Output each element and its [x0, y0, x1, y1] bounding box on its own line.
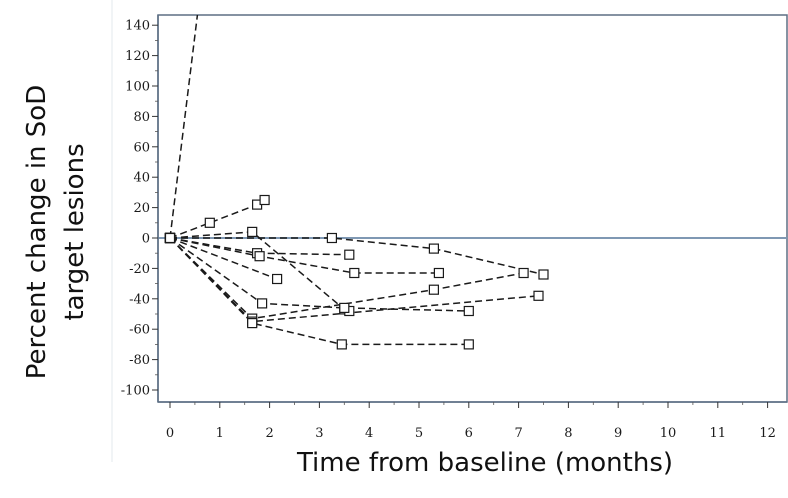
x-tick-label-9: 9: [614, 426, 622, 441]
data-point-s11-3: [336, 339, 347, 350]
x-tick-label-11: 11: [710, 426, 727, 441]
data-point-s5-3: [344, 249, 355, 260]
x-tick-label-6: 6: [465, 426, 473, 441]
y-tick-label-0: 0: [142, 232, 150, 247]
data-point-s3-2: [247, 226, 258, 237]
data-point-s11-2: [247, 318, 258, 329]
x-axis-title: Time from baseline (months): [296, 448, 673, 478]
series-line-6: [169, 237, 439, 274]
data-point-s4-4: [538, 269, 549, 280]
data-point-s2-4: [259, 194, 270, 206]
x-tick-label-4: 4: [365, 426, 373, 441]
series-line-2: [169, 199, 265, 239]
plot-layer: [157, 14, 788, 403]
y-tick-label--80: -80: [129, 353, 150, 368]
y-axis-title-line-2: target lesions: [60, 143, 90, 320]
data-point-s7-2: [272, 273, 283, 285]
x-tick-label-3: 3: [315, 426, 323, 441]
series-group: [164, 15, 549, 350]
series-line-9: [169, 237, 524, 320]
data-point-s6-3: [349, 267, 360, 279]
axis-layer: 0 1 2 3 4 5 6 7 8 9 10 11 12-100-80-60-40-2002040608…: [121, 15, 787, 441]
y-tick-label-100: 100: [125, 80, 150, 95]
x-tick-label-10: 10: [660, 426, 677, 441]
data-point-s6-2: [254, 251, 265, 262]
x-tick-label-0: 0: [166, 426, 174, 441]
data-point-s11-1: [164, 232, 176, 244]
series-line-8: [169, 237, 469, 312]
data-point-s2-2: [204, 217, 215, 228]
y-tick-label--100: -100: [121, 384, 150, 399]
data-point-s9-4: [518, 267, 529, 279]
x-tick-label-8: 8: [564, 426, 572, 441]
y-tick-label--40: -40: [129, 292, 150, 307]
y-tick-label-140: 140: [125, 19, 150, 34]
series-line-7: [169, 237, 278, 280]
data-point-s8-4: [463, 305, 474, 317]
y-tick-label-20: 20: [133, 201, 150, 216]
x-tick-label-5: 5: [415, 426, 423, 441]
data-point-s10-3: [533, 290, 544, 301]
x-tick-label-12: 12: [759, 426, 776, 441]
y-tick-label--20: -20: [129, 262, 150, 277]
data-point-s4-3: [428, 243, 439, 254]
data-point-s4-2: [326, 232, 337, 244]
data-point-s8-3: [339, 302, 350, 313]
data-point-s6-4: [433, 267, 444, 279]
series-line-1: [169, 15, 199, 239]
data-point-s11-4: [463, 339, 474, 350]
x-tick-label-2: 2: [265, 426, 273, 441]
x-tick-label-7: 7: [514, 426, 522, 441]
x-tick-label-1: 1: [216, 426, 224, 441]
y-tick-label-60: 60: [133, 140, 150, 155]
y-axis-title-line-1: Percent change in SoD: [22, 85, 52, 379]
y-tick-label-40: 40: [133, 171, 150, 186]
data-point-s8-2: [257, 298, 268, 309]
y-tick-label--60: -60: [129, 323, 150, 338]
series-line-11: [169, 237, 469, 346]
y-tick-label-120: 120: [125, 49, 150, 64]
data-point-s9-3: [428, 284, 439, 295]
y-tick-label-80: 80: [133, 110, 150, 125]
series-line-4: [170, 237, 544, 276]
